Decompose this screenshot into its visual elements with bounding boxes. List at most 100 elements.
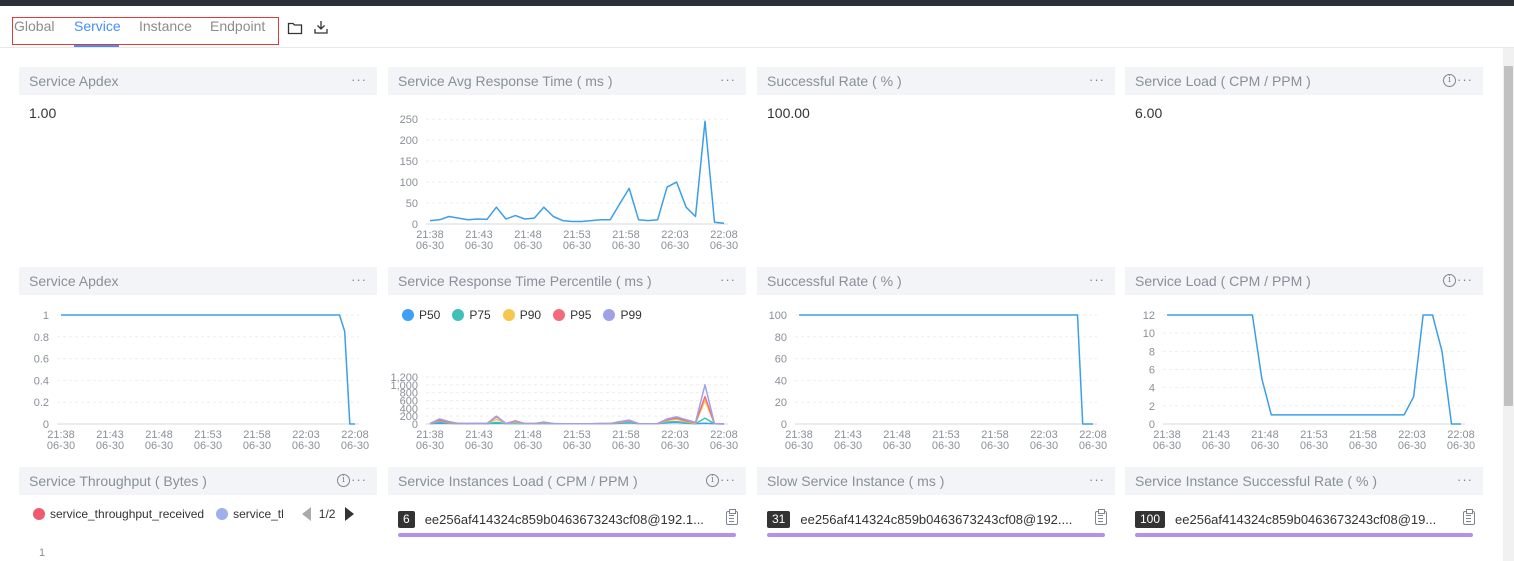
more-icon[interactable]: ··· (1457, 272, 1473, 287)
more-icon[interactable]: ··· (720, 72, 736, 87)
more-icon[interactable]: ··· (1457, 72, 1473, 87)
y-tick-label: 0 (43, 419, 49, 431)
scrollbar-thumb[interactable] (1504, 66, 1513, 406)
widget-service-apdex: Service Apdex ··· 1.00 (19, 67, 377, 257)
y-tick-label: 0.8 (34, 332, 49, 344)
series-line (61, 314, 355, 425)
instance-name: ee256af414324c859b0463673243cf08@192.... (800, 511, 1073, 527)
x-tick-date: 06-30 (145, 440, 173, 452)
info-icon[interactable]: i (706, 474, 719, 487)
x-tick-date: 06-30 (1447, 440, 1475, 452)
vertical-scrollbar[interactable] (1503, 48, 1514, 561)
series-line-p90 (429, 399, 725, 425)
download-icon[interactable] (313, 19, 329, 35)
instance-row[interactable]: 6 ee256af414324c859b0463673243cf08@192.1… (398, 509, 738, 529)
tab-endpoint[interactable]: Endpoint (210, 18, 266, 34)
more-icon[interactable]: ··· (351, 72, 367, 87)
x-tick-label: 22:08 (710, 429, 738, 441)
x-tick-label: 21:58 (243, 429, 271, 441)
folder-icon[interactable] (287, 20, 303, 36)
x-tick-date: 06-30 (416, 240, 444, 252)
y-tick-label: 80 (775, 332, 787, 344)
y-tick-label: 0.6 (34, 354, 49, 366)
y-tick-label: 50 (406, 198, 418, 210)
x-tick-date: 06-30 (710, 240, 738, 252)
x-tick-label: 21:38 (416, 429, 444, 441)
widget-header: Service Apdex ··· (19, 267, 377, 295)
x-tick-date: 06-30 (96, 440, 124, 452)
instance-name: ee256af414324c859b0463673243cf08@19... (1175, 511, 1437, 527)
more-icon[interactable]: ··· (720, 272, 736, 287)
instance-row[interactable]: 100 ee256af414324c859b0463673243cf08@19.… (1135, 509, 1475, 529)
x-tick-label: 21:48 (514, 429, 542, 441)
widget-service-load: Service Load ( CPM / PPM ) i ··· 6.00 (1125, 67, 1483, 257)
info-icon[interactable]: i (337, 474, 350, 487)
x-tick-date: 06-30 (514, 440, 542, 452)
info-icon[interactable]: i (1443, 274, 1456, 287)
x-tick-label: 22:08 (1447, 429, 1475, 441)
widget-title: Service Throughput ( Bytes ) (29, 473, 207, 489)
x-tick-label: 22:03 (661, 229, 689, 241)
widget-successful-rate: Successful Rate ( % ) ··· 100.00 (757, 67, 1115, 257)
copy-icon[interactable] (1463, 509, 1475, 525)
y-tick-label: 200 (400, 411, 418, 423)
widget-title: Service Load ( CPM / PPM ) (1135, 73, 1311, 89)
x-tick-date: 06-30 (785, 440, 813, 452)
tab-global[interactable]: Global (14, 18, 55, 34)
x-tick-label: 21:48 (1251, 429, 1279, 441)
more-icon[interactable]: ··· (1089, 472, 1105, 487)
widget-instances-load: Service Instances Load ( CPM / PPM ) i ·… (388, 467, 746, 561)
x-tick-label: 21:48 (145, 429, 173, 441)
widget-title: Service Apdex (29, 273, 119, 289)
widget-value: 100.00 (767, 105, 810, 121)
y-tick-label: 0 (1149, 419, 1155, 431)
more-icon[interactable]: ··· (1457, 472, 1473, 487)
instance-row[interactable]: 31 ee256af414324c859b0463673243cf08@192.… (767, 509, 1107, 529)
more-icon[interactable]: ··· (720, 472, 736, 487)
instance-progress-bar (1135, 533, 1473, 537)
y-tick-label: 1,000 (390, 380, 418, 392)
y-tick-label: 0 (412, 219, 418, 231)
copy-icon[interactable] (1095, 509, 1107, 525)
y-tick-label: 10 (1143, 328, 1155, 340)
widget-service-throughput: Service Throughput ( Bytes ) i ··· servi… (19, 467, 377, 561)
more-icon[interactable]: ··· (1089, 72, 1105, 87)
legend-label: P75 (469, 308, 491, 322)
x-tick-label: 21:43 (465, 229, 493, 241)
tab-instance[interactable]: Instance (139, 18, 192, 34)
x-tick-label: 22:03 (661, 429, 689, 441)
x-tick-date: 06-30 (612, 440, 640, 452)
legend-item-p90[interactable]: P90 (502, 308, 541, 322)
legend-item-p99[interactable]: P99 (603, 308, 642, 322)
info-icon[interactable]: i (1443, 74, 1456, 87)
x-tick-label: 22:03 (1398, 429, 1426, 441)
legend-item-p75[interactable]: P75 (452, 308, 491, 322)
widget-header: Service Avg Response Time ( ms ) ··· (388, 67, 746, 95)
x-tick-date: 06-30 (612, 240, 640, 252)
prev-page-icon[interactable] (301, 507, 311, 521)
next-page-icon[interactable] (345, 507, 355, 521)
series-line (1167, 314, 1461, 425)
legend-item-sent[interactable]: service_tl (216, 507, 284, 521)
x-tick-label: 21:48 (883, 429, 911, 441)
tab-service[interactable]: Service (74, 18, 121, 34)
x-tick-date: 06-30 (1349, 440, 1377, 452)
y-tick-label: 0 (412, 419, 418, 431)
legend-item-p95[interactable]: P95 (553, 308, 591, 322)
more-icon[interactable]: ··· (351, 272, 367, 287)
more-icon[interactable]: ··· (351, 472, 367, 487)
widget-header: Service Instances Load ( CPM / PPM ) i ·… (388, 467, 746, 495)
x-tick-label: 21:58 (1349, 429, 1377, 441)
widget-slow-service-instance: Slow Service Instance ( ms ) ··· 31 ee25… (757, 467, 1115, 561)
widget-avg-response-time: Service Avg Response Time ( ms ) ··· 0 50… (388, 67, 746, 257)
copy-icon[interactable] (726, 509, 738, 525)
series-line (429, 120, 725, 224)
legend-item-received[interactable]: service_throughput_received (33, 507, 204, 521)
more-icon[interactable]: ··· (1089, 272, 1105, 287)
legend-item-p50[interactable]: P50 (402, 308, 440, 322)
x-tick-label: 21:43 (465, 429, 493, 441)
y-tick-label: 0.2 (34, 397, 49, 409)
x-tick-label: 22:08 (1079, 429, 1107, 441)
y-tick-label: 60 (775, 354, 787, 366)
widget-response-percentile: Service Response Time Percentile ( ms ) … (388, 267, 746, 457)
